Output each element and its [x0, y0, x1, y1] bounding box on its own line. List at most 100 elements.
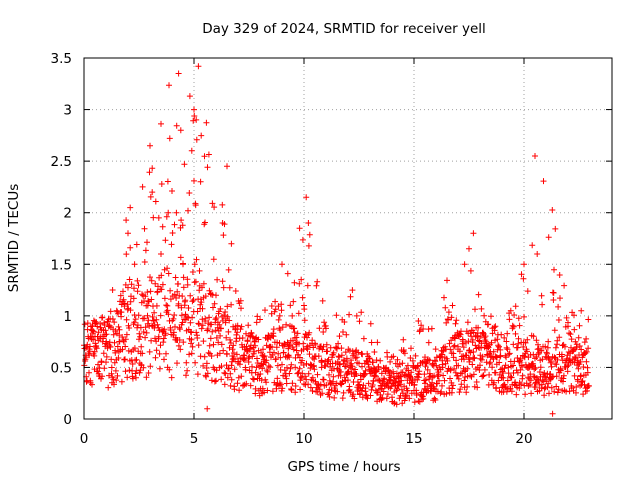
data-point [287, 365, 294, 372]
y-tick-label: 3 [63, 103, 72, 119]
data-point [125, 230, 131, 237]
data-point [204, 370, 211, 377]
data-point [277, 381, 284, 388]
data-point [123, 316, 130, 323]
data-point [478, 356, 485, 363]
data-point [205, 326, 211, 332]
data-point [255, 336, 262, 343]
data-point [133, 367, 140, 374]
data-point [239, 335, 246, 341]
data-point [220, 232, 227, 239]
data-point [167, 327, 174, 333]
data-point [387, 377, 394, 384]
data-point [284, 364, 290, 371]
data-point [224, 163, 230, 170]
plot-frame [83, 57, 613, 420]
data-point [188, 147, 195, 154]
data-point [144, 239, 150, 246]
data-point [539, 377, 546, 383]
data-point [206, 342, 213, 349]
data-point [541, 370, 548, 376]
data-point [100, 335, 107, 342]
data-point [428, 325, 435, 332]
data-point [131, 285, 137, 292]
data-point [519, 372, 526, 379]
data-point [304, 346, 311, 353]
data-point [551, 388, 558, 395]
data-point [378, 370, 385, 377]
data-point [299, 370, 306, 377]
data-point [144, 312, 151, 319]
data-point [298, 276, 305, 283]
data-point [188, 336, 195, 343]
data-point [542, 343, 549, 350]
data-point [385, 366, 392, 373]
data-point [211, 300, 218, 307]
data-point [122, 336, 129, 343]
data-point [353, 371, 360, 377]
data-point [123, 331, 130, 338]
data-point [175, 342, 182, 349]
data-point [194, 371, 201, 378]
data-point [452, 320, 459, 327]
data-point [563, 314, 570, 321]
data-point [185, 315, 192, 321]
data-point [345, 368, 352, 375]
data-point [154, 321, 161, 328]
data-point [213, 292, 219, 299]
data-point [442, 304, 449, 311]
data-point [183, 313, 190, 320]
data-point [531, 366, 538, 373]
data-point [200, 338, 207, 345]
data-point [133, 356, 140, 363]
data-point [152, 198, 159, 205]
data-point [264, 368, 271, 375]
data-point [383, 395, 390, 402]
data-point [438, 351, 445, 358]
data-point [288, 361, 295, 368]
data-point [345, 377, 351, 384]
data-point [333, 312, 340, 319]
data-point [131, 345, 138, 352]
data-point [103, 338, 110, 345]
data-point [134, 277, 141, 284]
data-point [252, 369, 259, 376]
data-point [117, 292, 124, 299]
data-point [368, 386, 375, 393]
data-point [140, 329, 147, 335]
data-point [222, 309, 229, 315]
data-point [327, 379, 334, 386]
data-point [352, 355, 359, 362]
data-point [567, 331, 574, 338]
data-point [521, 261, 527, 268]
data-point [179, 222, 186, 229]
data-point [459, 338, 466, 345]
data-point [168, 241, 175, 248]
chart-title: Day 329 of 2024, SRMTID for receiver yel… [202, 21, 486, 37]
data-point [396, 361, 403, 368]
data-point [503, 338, 510, 345]
data-point [375, 366, 382, 373]
data-point [190, 297, 197, 303]
data-point [109, 287, 116, 293]
data-point [538, 292, 545, 299]
data-point [214, 276, 221, 283]
data-point [461, 261, 468, 268]
data-point [183, 372, 189, 379]
data-point [180, 261, 186, 268]
data-point [204, 405, 211, 412]
data-point [303, 376, 310, 383]
data-point [566, 330, 573, 337]
data-point [461, 377, 468, 384]
data-point [464, 365, 471, 372]
data-point [142, 247, 149, 254]
data-point [273, 385, 280, 392]
data-point [358, 309, 365, 316]
y-tick-label: 1 [63, 309, 72, 325]
data-point [142, 293, 149, 300]
data-point [432, 358, 439, 365]
data-point [545, 338, 552, 345]
data-point [114, 343, 121, 350]
data-point [225, 266, 232, 273]
data-point [390, 353, 397, 360]
